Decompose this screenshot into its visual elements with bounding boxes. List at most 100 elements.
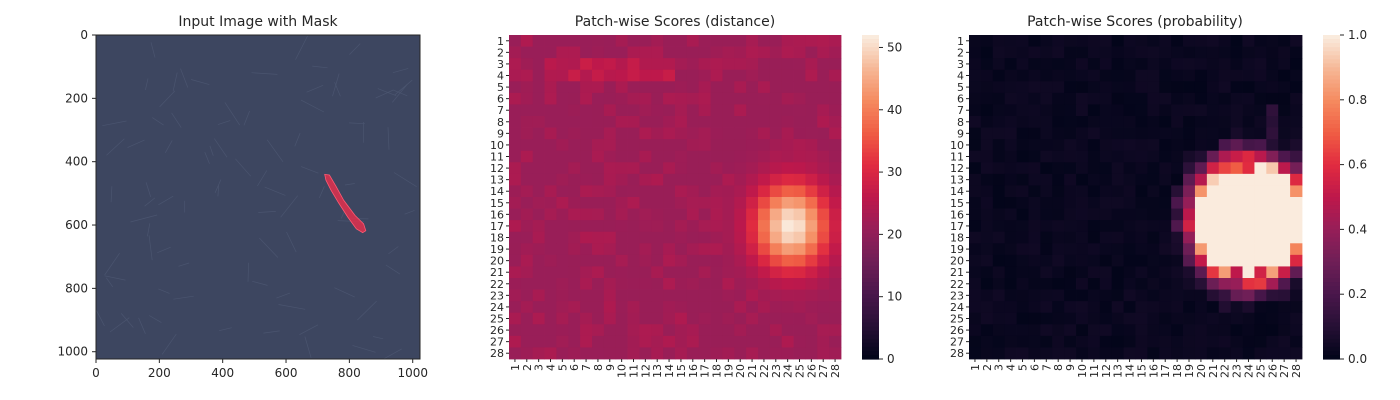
colorbar-segment xyxy=(1323,233,1340,239)
heatmap-cell xyxy=(1278,220,1291,233)
heatmap-cell xyxy=(1147,58,1160,71)
heatmap-cell xyxy=(603,92,617,105)
heatmap-cell xyxy=(1278,104,1291,117)
heatmap-cell xyxy=(1218,231,1232,244)
colorbar-segment xyxy=(1323,314,1340,320)
heatmap-cell xyxy=(1135,104,1148,117)
heatmap-cell xyxy=(1123,220,1136,233)
heatmap-cell xyxy=(1123,278,1136,290)
heatmap-cell xyxy=(722,335,735,348)
heatmap-cell xyxy=(1040,254,1053,267)
heatmap-cell xyxy=(1183,81,1196,94)
colorbar-segment xyxy=(862,318,879,324)
heatmap-cell xyxy=(580,266,593,279)
heatmap-cell xyxy=(1290,81,1303,94)
col-label: 22 xyxy=(758,364,771,378)
heatmap-cell xyxy=(980,116,994,128)
colorbar-segment xyxy=(1323,99,1340,105)
heatmap-cell xyxy=(805,150,818,163)
heatmap-cell xyxy=(1064,243,1077,256)
heatmap-cell xyxy=(1230,139,1243,152)
heatmap-cell xyxy=(1099,173,1113,186)
heatmap-cell xyxy=(1194,347,1208,360)
heatmap-cell xyxy=(1230,278,1243,290)
heatmap-cell xyxy=(1028,254,1041,267)
heatmap-cell xyxy=(1230,324,1243,337)
heatmap-cell xyxy=(1242,197,1255,209)
heatmap-cell xyxy=(1064,254,1077,267)
col-label: 9 xyxy=(604,364,617,371)
heatmap-cell xyxy=(1040,35,1053,47)
heatmap-cell xyxy=(639,35,652,47)
heatmap-cell xyxy=(686,46,700,59)
col-label: 18 xyxy=(1171,364,1184,378)
colorbar-segment xyxy=(862,273,879,279)
row-label: 5 xyxy=(497,81,504,94)
row-label: 15 xyxy=(950,197,964,210)
heatmap-cell xyxy=(1218,220,1232,233)
heatmap-cell xyxy=(663,278,676,290)
heatmap-cell xyxy=(592,46,605,59)
heatmap-cell xyxy=(1171,127,1184,140)
heatmap-cell xyxy=(1099,220,1113,233)
heatmap-cell xyxy=(829,312,842,325)
heatmap-cell xyxy=(1028,127,1041,140)
heatmap-cell xyxy=(663,35,676,47)
heatmap-cell xyxy=(1099,35,1113,47)
heatmap-cell xyxy=(556,347,569,360)
heatmap-cell xyxy=(675,162,688,175)
heatmap-cell xyxy=(1242,324,1255,337)
row-label: 10 xyxy=(490,139,504,152)
row-label: 13 xyxy=(490,174,504,187)
heatmap-cell xyxy=(758,127,771,140)
heatmap-cell xyxy=(1004,243,1017,256)
colorbar-segment xyxy=(862,184,879,190)
heatmap-cell xyxy=(698,92,711,105)
heatmap-cell xyxy=(781,289,794,302)
heatmap-cell xyxy=(698,185,711,198)
heatmap-cell xyxy=(1278,35,1291,47)
col-label: 21 xyxy=(1207,364,1220,378)
heatmap-cell xyxy=(1052,254,1065,267)
heatmap-cell xyxy=(627,266,640,279)
heatmap-cell xyxy=(592,185,605,198)
heatmap-cell xyxy=(1290,58,1303,71)
heatmap-cell xyxy=(1242,127,1255,140)
heatmap-cell xyxy=(1135,312,1148,325)
heatmap-cell xyxy=(805,185,818,198)
colorbar-segment xyxy=(1323,209,1340,214)
heatmap-cell xyxy=(829,347,842,360)
heatmap-cell xyxy=(592,150,605,163)
heatmap-cell xyxy=(1230,208,1243,221)
heatmap-cell xyxy=(722,46,735,59)
heatmap-cell xyxy=(651,127,664,140)
heatmap-cell xyxy=(734,312,747,325)
heatmap-cell xyxy=(1183,312,1196,325)
heatmap-cell xyxy=(544,301,557,314)
heatmap-cell xyxy=(1206,278,1220,290)
heatmap-cell xyxy=(663,139,676,152)
heatmap-cell xyxy=(805,58,818,71)
heatmap-cell xyxy=(817,208,830,221)
heatmap-cell xyxy=(1278,301,1291,314)
heatmap-cell xyxy=(1087,58,1101,71)
x-tick-label: 200 xyxy=(148,366,171,380)
heatmap-cell xyxy=(1278,69,1291,82)
heatmap-cell xyxy=(992,254,1006,267)
heatmap-cell xyxy=(1064,58,1077,71)
heatmap-cell xyxy=(793,116,806,128)
heatmap-cell xyxy=(793,69,806,82)
heatmap-cell xyxy=(1076,69,1089,82)
heatmap-cell xyxy=(805,335,818,348)
heatmap-cell xyxy=(969,185,982,198)
heatmap-cell xyxy=(568,324,581,337)
heatmap-cell xyxy=(710,335,723,348)
heatmap-cell xyxy=(746,185,759,198)
heatmap-cell xyxy=(1183,254,1196,267)
heatmap-cell xyxy=(627,139,640,152)
heatmap-cell xyxy=(1290,266,1303,279)
heatmap-cell xyxy=(805,116,818,128)
colorbar-segment xyxy=(862,188,879,194)
heatmap-cell xyxy=(992,185,1006,198)
heatmap-cell xyxy=(520,162,534,175)
